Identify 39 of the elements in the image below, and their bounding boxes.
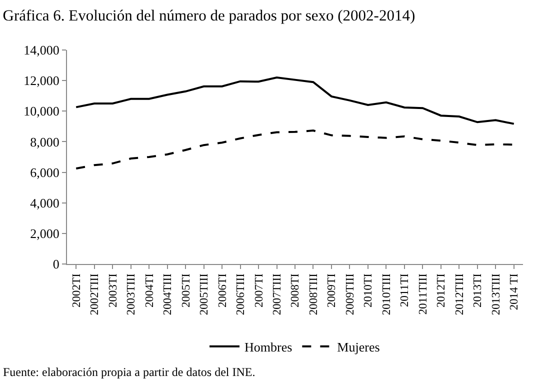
x-tick-label: 2011TI [399,273,412,308]
x-tick-label: 2009TIII [344,273,356,316]
x-tick-label: 2012TIII [454,273,466,316]
legend-label: Hombres [244,339,292,354]
y-tick-label: 12,000 [24,73,60,88]
source-note: Fuente: elaboración propia a partir de datos del INE. [3,365,256,379]
x-tick-label: 2010TI [362,273,375,308]
x-tick-label: 2013TIII [490,273,502,316]
x-tick-label: 2005TIII [198,273,211,316]
x-tick-label: 2010TIII [380,273,393,316]
line-series [75,130,515,170]
x-tick-label: 2002TI [70,273,83,308]
x-tick-label: 2007TI [253,273,266,308]
y-tick-label: 2,000 [30,226,60,241]
x-tick-label: 2009TI [326,273,338,308]
x-tick-label: 2008TI [290,273,302,308]
x-tick-label: 2013TI [472,273,484,308]
y-tick-label: 4,000 [30,195,60,210]
chart-title: Gráfica 6. Evolución del número de parados por sexo (2002-2014) [2,8,416,25]
x-tick-label: 2007TIII [271,273,284,316]
x-tick-label: 2011TIII [417,273,430,315]
x-tick-label: 2006TIII [235,273,248,316]
y-tick-label: 6,000 [30,164,60,180]
x-tick-label: 2005TI [180,273,192,308]
x-tick-label: 2008TIII [308,273,320,316]
x-tick-label: 2003TI [107,273,120,308]
x-tick-label: 2004TIII [162,273,174,316]
y-tick-label: 8,000 [30,134,60,150]
x-tick-label: 2012TI [436,273,448,308]
x-tick-label: 2004TI [144,273,156,308]
x-tick-label: 2006TI [216,273,229,308]
y-tick-label: 0 [52,256,60,272]
line-series [75,76,515,125]
y-tick-label: 10,000 [24,104,60,119]
x-tick-label: 2014 TI [508,273,521,310]
x-tick-label: 2002TIII [89,273,102,316]
legend-label: Mujeres [337,339,380,354]
x-tick-label: 2003TIII [126,273,138,316]
y-tick-label: 14,000 [24,42,60,58]
